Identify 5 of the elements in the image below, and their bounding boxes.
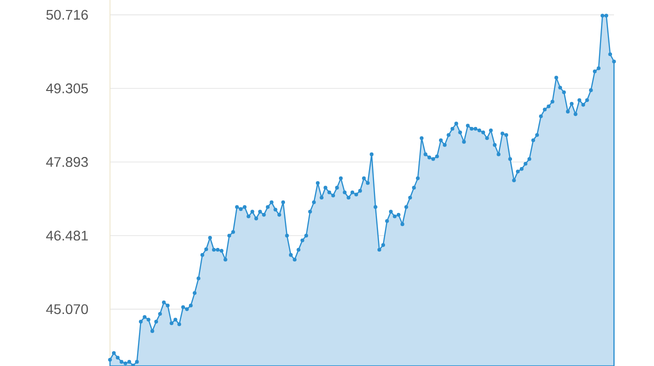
y-tick-label: 50.716 [46,10,88,20]
y-tick-label: 47.893 [46,157,88,167]
y-tick-label: 45.070 [46,304,88,314]
y-tick-label: 46.481 [46,230,88,241]
y-tick-label: 49.305 [46,83,88,94]
